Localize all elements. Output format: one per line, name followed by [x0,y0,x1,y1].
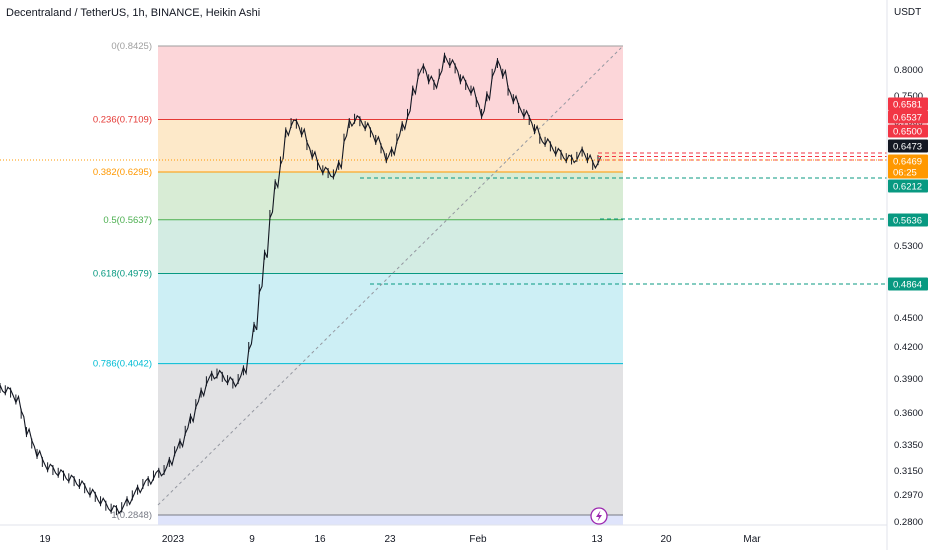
price-tag-1 [888,110,928,124]
alert-lines [360,152,887,285]
currency-label: USDT [894,7,922,18]
fib-label-5: 0.786(0.4042) [93,359,152,370]
price-tag-text: 0.6581 [893,100,922,111]
fib-label-0: 0(0.8425) [111,41,152,52]
fib-label-6: 1(0.2848) [111,510,152,521]
time-tick: Mar [743,534,761,545]
price-tick: 0.4200 [894,342,923,353]
time-tick: 23 [384,534,396,545]
lightning-icon[interactable] [590,507,608,525]
fib-label-3: 0.5(0.5637) [103,215,152,226]
fib-band-6 [158,515,623,525]
price-tick: 0.8000 [894,65,923,76]
fib-band-1 [158,119,623,173]
price-tag-2 [888,124,928,138]
time-tick: 9 [249,534,255,545]
time-tick: Feb [469,534,487,545]
time-axis[interactable]: 19 2023 9 16 23 Feb 13 20 Mar [39,534,761,545]
price-tag-text: 0.5636 [893,216,922,227]
price-tick: 0.3150 [894,466,923,477]
chart-title: Decentraland / TetherUS, 1h, BINANCE, He… [6,7,261,19]
price-tag-text: 0.6500 [893,127,922,138]
price-series [0,52,602,516]
fib-band-4 [158,273,623,364]
price-tag-text: 0.4864 [893,280,922,291]
fib-band-0 [158,46,623,120]
fib-labels: 0(0.8425) 0.236(0.7109) 0.382(0.6295) 0.5(0… [93,41,152,521]
price-tag-text: 0.6537 [893,113,922,124]
price-tick: 0.2970 [894,490,923,501]
price-tick: 0.4500 [894,313,923,324]
fib-bands [158,46,623,525]
price-tag-3 [888,139,928,153]
price-tag-5 [888,179,928,193]
fib-lines [158,45,623,516]
fib-band-5 [158,363,623,515]
fib-label-2: 0.382(0.6295) [93,167,152,178]
price-tick: 0.7500 [894,91,923,102]
price-tag-text: 0.6473 [893,142,922,153]
price-tag-6 [888,213,928,227]
countdown-text: 06:25 [893,168,917,179]
price-tick: 0.3900 [894,374,923,385]
price-tick: 0.2800 [894,517,923,528]
time-tick: 13 [591,534,603,545]
time-tick: 20 [660,534,672,545]
fib-band-3 [158,219,623,274]
time-tick: 19 [39,534,51,545]
price-tag-4 [888,154,928,179]
price-tag-text: 0.6212 [893,182,922,193]
fib-label-4: 0.618(0.4979) [93,268,152,279]
price-tag-0 [888,97,928,111]
fib-trend-line [157,45,624,506]
fib-label-1: 0.236(0.7109) [93,114,152,125]
time-tick: 2023 [162,534,185,545]
price-tag-7 [888,277,928,291]
time-tick: 16 [314,534,326,545]
fib-band-2 [158,172,623,220]
price-tick: 0.3600 [894,408,923,419]
price-tick: 0.3350 [894,440,923,451]
price-tick: 0.5300 [894,241,923,252]
price-tag-text: 0.6469 [893,157,922,168]
